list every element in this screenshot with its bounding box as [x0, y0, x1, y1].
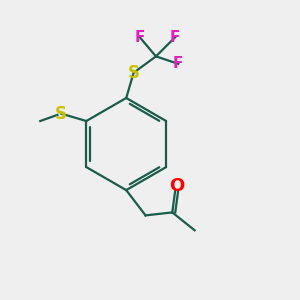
- Text: F: F: [134, 30, 145, 45]
- Text: O: O: [169, 177, 184, 195]
- Text: F: F: [173, 56, 183, 71]
- Text: S: S: [128, 64, 140, 82]
- Text: S: S: [55, 105, 67, 123]
- Text: F: F: [170, 30, 181, 45]
